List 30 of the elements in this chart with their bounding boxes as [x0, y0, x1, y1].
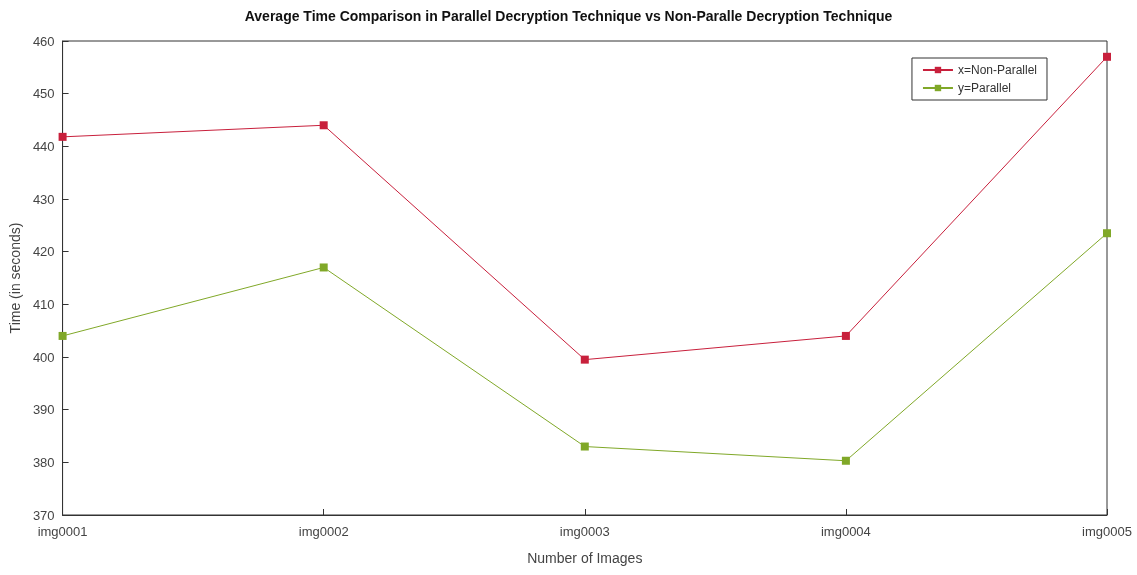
y-tick-label: 460 [32, 33, 55, 49]
x-tick-label: img0002 [298, 524, 349, 539]
point [58, 331, 67, 340]
point [58, 132, 67, 141]
y-axis-title: Time (in seconds) [7, 222, 23, 334]
y-tick-label: 390 [32, 402, 55, 418]
point [1103, 52, 1111, 61]
legend-label: x=Non-Parallel [957, 63, 1038, 77]
y-tick-label: 410 [32, 296, 55, 312]
point [319, 121, 328, 130]
y-tick-label: 400 [32, 349, 55, 365]
y-tick-label: 430 [32, 191, 55, 207]
point [319, 263, 328, 272]
chart-title: Average Time Comparison in Parallel Decryption Technique vs Non-Paralle Decryption Technique [244, 8, 893, 24]
legend-label: y=Parallel [957, 81, 1011, 95]
y-tick-label: 380 [32, 454, 55, 470]
y-tick-label: 420 [32, 244, 55, 260]
point [1103, 229, 1111, 238]
y-tick-label: 440 [32, 138, 55, 154]
x-tick-label: img0004 [820, 524, 871, 539]
x-tick-label: img0003 [559, 524, 610, 539]
y-tick-label: 450 [32, 86, 55, 102]
y-tick-label: 370 [32, 507, 55, 523]
x-tick-label: img0001 [37, 524, 88, 539]
point [580, 355, 589, 364]
x-tick-label: img0005 [1082, 524, 1132, 539]
point [841, 456, 850, 465]
x-axis-title: Number of Images [527, 550, 643, 566]
point [580, 442, 589, 451]
point [841, 331, 850, 340]
